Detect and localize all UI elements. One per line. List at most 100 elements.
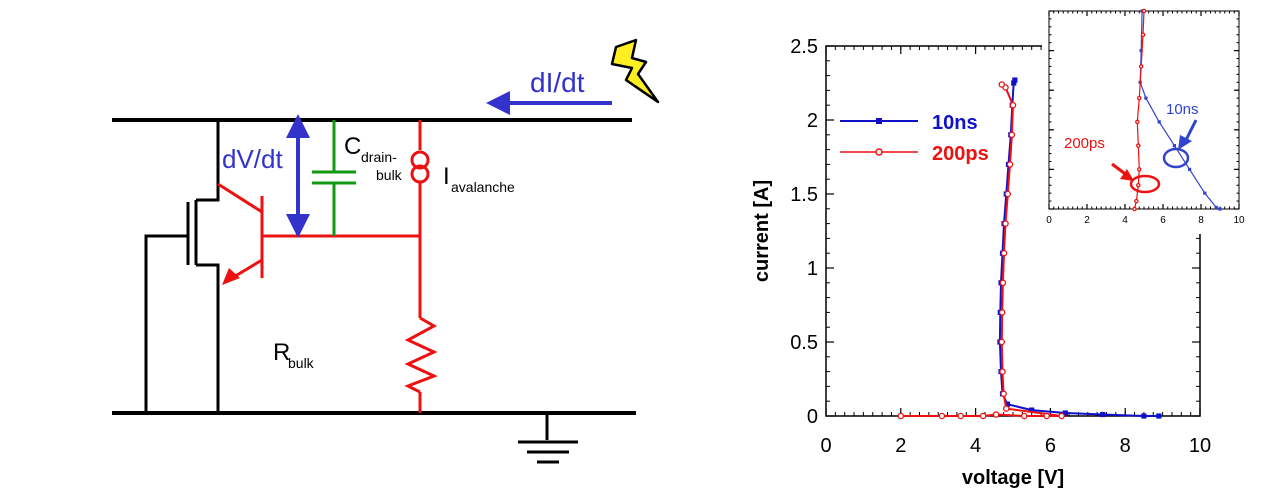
- main-y-tick-label: 1.5: [790, 184, 818, 206]
- ground-symbol: [518, 413, 578, 464]
- resistor-symbol: [404, 316, 438, 394]
- inset-200ps-arrowhead: [1120, 169, 1134, 181]
- main-point-10ns: [1156, 413, 1162, 419]
- inset-background: [1042, 6, 1252, 234]
- main-point-10ns: [1100, 411, 1106, 418]
- main-y-tick-label: 1: [807, 258, 818, 280]
- inset-x-tick-label: 8: [1198, 215, 1204, 226]
- inset-point-10ns: [1144, 96, 1148, 100]
- main-point-200ps: [999, 368, 1006, 375]
- inset-point-10ns: [1172, 144, 1176, 148]
- circuit-diagram: dI/dt dV/dt C drain- bulk I avalanche R …: [112, 38, 660, 464]
- main-y-axis-label: current [A]: [751, 180, 773, 282]
- inset-x-tick-label: 0: [1046, 215, 1052, 226]
- main-x-tick-label: 0: [820, 435, 831, 457]
- avalanche-current-subscript: avalanche: [451, 179, 515, 195]
- inset-chart: 0 2 4 6 8 10 10ns 200ps: [1042, 6, 1252, 234]
- capacitor-label: C: [344, 133, 361, 160]
- inset-point-200ps: [1137, 167, 1142, 172]
- main-x-tick-label: 4: [970, 435, 981, 457]
- inset-200ps-label: 200ps: [1064, 135, 1105, 152]
- main-x-axis-label: voltage [V]: [962, 467, 1064, 489]
- main-point-10ns: [1062, 410, 1068, 416]
- main-y-tick-label: 0: [807, 406, 818, 428]
- inset-point-10ns: [1157, 120, 1161, 124]
- main-point-200ps: [1003, 405, 1010, 412]
- legend-200ps-marker: [875, 148, 883, 156]
- main-point-200ps: [1006, 161, 1014, 168]
- main-point-200ps: [979, 412, 987, 420]
- main-point-200ps: [998, 81, 1006, 88]
- main-point-200ps: [1000, 390, 1007, 398]
- avalanche-current-label: I: [443, 163, 450, 190]
- main-point-200ps: [1008, 131, 1016, 139]
- lightning-icon: [610, 38, 660, 104]
- inset-10ns-arrowhead: [1178, 135, 1192, 150]
- legend-10ns-marker: [876, 118, 882, 124]
- inset-series-200ps-line: [1133, 10, 1145, 210]
- inset-point-10ns: [1214, 205, 1218, 210]
- mosfet-symbol: [144, 120, 220, 413]
- inset-x-tick-label: 4: [1122, 215, 1128, 226]
- resistor-subscript: bulk: [288, 355, 315, 371]
- inset-point-200ps: [1138, 64, 1144, 69]
- resistor-label: R: [273, 339, 290, 366]
- main-point-10ns: [1004, 401, 1010, 407]
- main-point-200ps: [957, 412, 964, 420]
- inset-point-200ps: [1136, 182, 1141, 188]
- main-point-200ps: [992, 411, 1000, 418]
- inset-10ns-ellipse: [1162, 147, 1190, 169]
- main-point-10ns: [1029, 407, 1035, 413]
- main-x-tick-label: 8: [1120, 435, 1131, 457]
- inset-10ns-label: 10ns: [1166, 101, 1199, 118]
- main-point-10ns: [1141, 413, 1147, 419]
- main-x-tick-label: 6: [1045, 435, 1056, 457]
- capacitor-subscript-2: bulk: [376, 167, 403, 183]
- inset-point-200ps: [1135, 119, 1140, 125]
- main-point-200ps: [1020, 412, 1028, 420]
- main-point-200ps: [1009, 101, 1017, 109]
- main-chart: 0 2 4 6 8 10 0 0.5 1 1.5 2 2.5 voltage [V] current …: [751, 36, 1211, 489]
- didt-label: dI/dt: [530, 67, 585, 98]
- inset-point-200ps: [1132, 206, 1137, 212]
- main-point-200ps: [897, 412, 905, 420]
- capacitor-subscript-1: drain-: [361, 149, 397, 165]
- dvdt-label: dV/dt: [222, 144, 283, 174]
- inset-series: [1132, 8, 1222, 212]
- inset-point-200ps: [1137, 95, 1142, 101]
- inset-point-200ps: [1141, 8, 1147, 14]
- inset-200ps-ellipse: [1129, 174, 1161, 194]
- inset-point-10ns: [1188, 167, 1192, 171]
- main-point-200ps: [1002, 220, 1009, 227]
- main-point-200ps: [938, 412, 946, 420]
- inset-x-tick-label: 2: [1084, 215, 1090, 226]
- bjt-emitter-arrow: [222, 268, 240, 285]
- main-y-tick-label: 0.5: [790, 332, 818, 354]
- inset-x-tick-label: 10: [1233, 215, 1245, 226]
- inset-point-10ns: [1218, 207, 1222, 211]
- main-point-200ps: [999, 279, 1007, 287]
- inset-ticks: [1048, 10, 1240, 210]
- parasitic-bjt: [217, 182, 420, 280]
- main-point-200ps: [1058, 412, 1065, 420]
- main-legend: 10ns 200ps: [840, 112, 989, 165]
- main-point-10ns: [1011, 80, 1017, 86]
- main-tick-labels: 0 2 4 6 8 10 0 0.5 1 1.5 2 2.5: [790, 36, 1211, 457]
- main-series-200ps-line: [900, 83, 1063, 417]
- main-point-200ps: [998, 338, 1006, 346]
- inset-point-10ns: [1139, 49, 1143, 53]
- main-y-tick-label: 2: [807, 110, 818, 132]
- main-point-10ns: [1012, 77, 1018, 83]
- main-x-tick-label: 2: [895, 435, 906, 457]
- capacitor-symbol: [312, 120, 356, 236]
- legend-200ps-label: 200ps: [932, 143, 989, 165]
- main-x-tick-label: 10: [1189, 435, 1211, 457]
- main-point-200ps: [1043, 412, 1050, 420]
- inset-point-200ps: [1136, 143, 1141, 148]
- legend-10ns-label: 10ns: [932, 112, 978, 134]
- inset-point-10ns: [1203, 191, 1207, 195]
- main-point-200ps: [1000, 249, 1008, 257]
- inset-x-tick-label: 6: [1160, 215, 1166, 226]
- main-y-tick-label: 2.5: [790, 36, 818, 58]
